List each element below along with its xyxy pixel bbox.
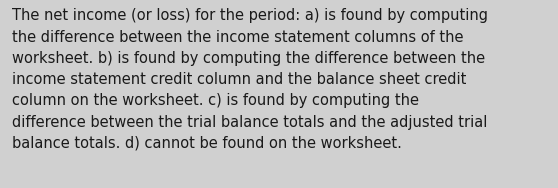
Text: The net income (or loss) for the period: a) is found by computing
the difference: The net income (or loss) for the period:… (12, 8, 488, 151)
